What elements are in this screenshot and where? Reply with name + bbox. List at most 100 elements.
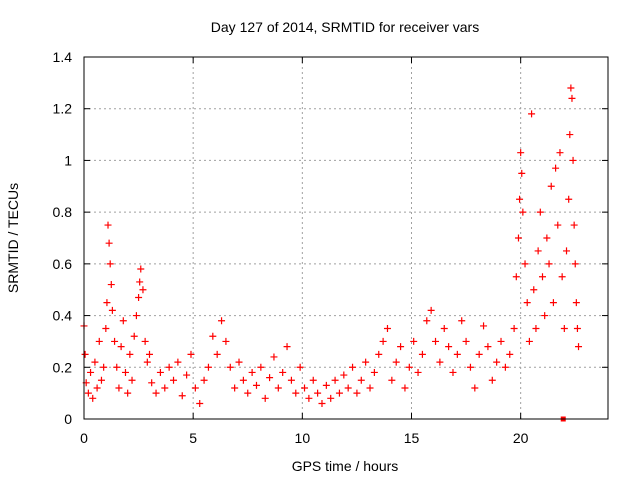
data-point (366, 384, 374, 392)
grid (84, 57, 608, 419)
data-point (318, 399, 326, 407)
x-tick-label: 10 (295, 430, 311, 446)
data-point (379, 337, 387, 345)
data-point (156, 368, 164, 376)
x-tick-label: 0 (80, 430, 88, 446)
data-point (111, 337, 119, 345)
data-point (397, 343, 405, 351)
data-point (414, 368, 422, 376)
data-point (126, 350, 134, 358)
data-point (543, 234, 551, 242)
data-point (335, 389, 343, 397)
data-point (244, 389, 252, 397)
data-point (130, 332, 138, 340)
data-point (519, 208, 527, 216)
x-tick-label: 5 (189, 430, 197, 446)
data-point (405, 363, 413, 371)
data-point (493, 358, 501, 366)
data-point (296, 363, 304, 371)
data-point (532, 325, 540, 332)
data-point (410, 337, 418, 345)
axis-ticks: 0 5 10 15 20 0 0.2 0.4 0.6 0.8 1 1.2 1.4 (53, 49, 609, 446)
data-point (152, 389, 160, 397)
data-point (445, 343, 453, 351)
y-tick-label: 1.2 (53, 101, 73, 117)
data-point (488, 376, 496, 384)
data-point (248, 368, 256, 376)
data-point (165, 363, 173, 371)
data-point (556, 149, 564, 157)
data-point (113, 363, 121, 371)
data-point (170, 376, 178, 384)
data-point (458, 317, 466, 325)
data-point (375, 350, 383, 358)
data-point (137, 265, 145, 273)
data-point (516, 195, 524, 203)
data-point (362, 358, 370, 366)
data-point (327, 394, 335, 402)
data-point (423, 317, 431, 325)
y-tick-label: 1 (64, 152, 72, 168)
data-point (100, 363, 108, 371)
data-point (563, 247, 571, 255)
data-point (506, 350, 514, 358)
data-point (148, 379, 156, 387)
x-tick-label: 20 (513, 430, 529, 446)
data-point (322, 381, 330, 389)
data-point (471, 384, 479, 392)
data-point (81, 350, 89, 358)
data-point (349, 363, 357, 371)
data-point (191, 384, 199, 392)
data-point (514, 234, 522, 242)
data-points (80, 84, 583, 422)
data-point (104, 221, 112, 229)
data-point (436, 358, 444, 366)
data-point (213, 350, 221, 358)
data-point (261, 394, 269, 402)
data-point (119, 317, 127, 325)
data-point (570, 221, 578, 229)
data-point (226, 363, 234, 371)
data-point (575, 343, 583, 351)
data-point (283, 343, 291, 351)
data-point (569, 156, 577, 164)
data-point (512, 273, 520, 281)
data-point (521, 260, 529, 268)
data-point (475, 350, 483, 358)
data-point (484, 343, 492, 351)
data-point (466, 363, 474, 371)
data-point (573, 325, 581, 332)
data-point (108, 306, 116, 314)
data-point (143, 358, 151, 366)
data-point (252, 381, 260, 389)
data-point (218, 317, 226, 325)
data-point (117, 343, 125, 351)
data-point (571, 260, 579, 268)
data-point (309, 376, 317, 384)
data-point (200, 376, 208, 384)
data-point (135, 293, 143, 301)
data-point (274, 384, 282, 392)
x-tick-label: 15 (404, 430, 420, 446)
data-point (518, 169, 526, 177)
data-point (235, 358, 243, 366)
data-point (89, 394, 97, 402)
data-point (566, 131, 574, 139)
data-point (95, 337, 103, 345)
y-tick-label: 0.4 (53, 308, 73, 324)
data-point (541, 312, 549, 320)
data-point (554, 221, 562, 229)
data-point (525, 337, 533, 345)
data-point (501, 363, 509, 371)
data-point (344, 384, 352, 392)
data-point (340, 371, 348, 379)
data-point (545, 260, 553, 268)
data-point (287, 376, 295, 384)
data-point (370, 368, 378, 376)
data-point (432, 337, 440, 345)
data-point (510, 325, 518, 332)
chart-title: Day 127 of 2014, SRMTID for receiver var… (211, 19, 479, 35)
data-point (91, 358, 99, 366)
data-point (392, 358, 400, 366)
data-point (266, 374, 274, 382)
